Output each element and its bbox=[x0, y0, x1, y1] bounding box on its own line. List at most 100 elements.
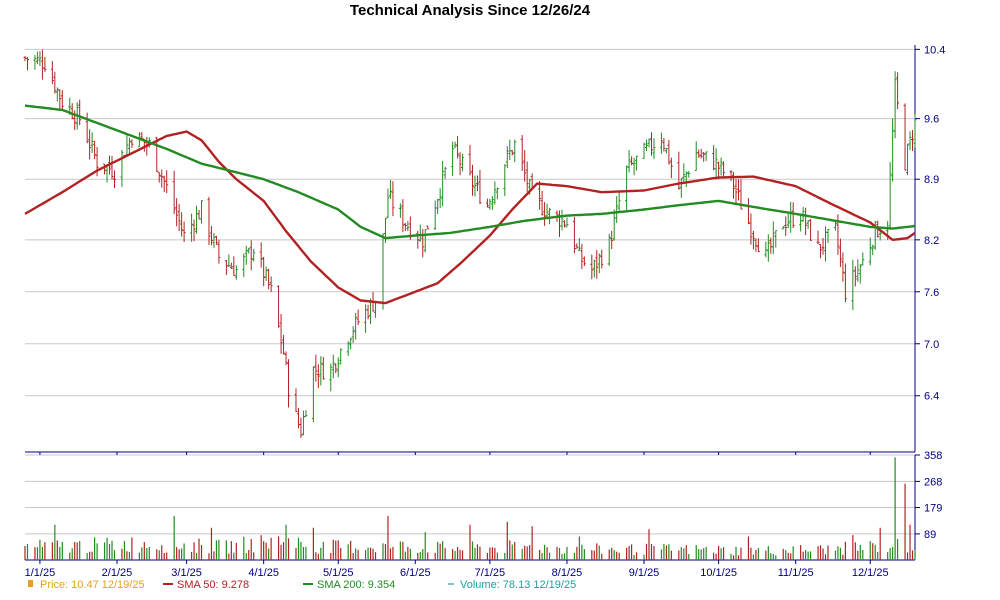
price-tick-label: 6.4 bbox=[924, 391, 939, 403]
price-bar bbox=[165, 170, 169, 194]
price-bar bbox=[600, 249, 604, 269]
grid-layer bbox=[25, 48, 915, 535]
price-bar bbox=[252, 248, 256, 262]
price-bar bbox=[652, 138, 656, 159]
price-bar bbox=[299, 417, 303, 438]
price-bar bbox=[453, 141, 457, 149]
price-bar bbox=[232, 256, 236, 276]
price-bar bbox=[157, 172, 161, 183]
price-bar bbox=[244, 245, 248, 265]
price-bar bbox=[234, 265, 238, 280]
price-tick-label: 8.2 bbox=[924, 235, 939, 247]
price-bar bbox=[841, 252, 845, 282]
price-bar bbox=[906, 143, 910, 176]
price-bar bbox=[53, 71, 57, 94]
price-bar bbox=[321, 356, 325, 380]
volume-bars bbox=[24, 457, 916, 560]
price-bar bbox=[214, 235, 218, 245]
legend-item: Volume: 78.13 12/19/25 bbox=[448, 579, 576, 591]
price-bar bbox=[699, 148, 703, 159]
price-bar bbox=[403, 223, 407, 231]
price-bar bbox=[545, 203, 549, 218]
price-bar bbox=[769, 237, 773, 254]
price-bar bbox=[155, 136, 159, 173]
price-bar bbox=[242, 253, 246, 278]
price-bar bbox=[702, 152, 706, 162]
price-bar bbox=[662, 138, 666, 152]
price-bar bbox=[175, 198, 179, 227]
price-bar bbox=[572, 217, 576, 254]
price-bar bbox=[799, 214, 803, 232]
price-bar bbox=[60, 90, 64, 110]
price-bar bbox=[301, 410, 305, 436]
price-bar bbox=[858, 264, 862, 284]
price-bar bbox=[23, 56, 27, 62]
price-bar bbox=[55, 87, 59, 102]
legend-item: SMA 200: 9.354 bbox=[303, 579, 395, 591]
price-bar bbox=[786, 213, 790, 229]
price-bar bbox=[649, 132, 653, 156]
price-bar bbox=[70, 103, 74, 120]
price-bar bbox=[520, 135, 524, 171]
volume-tick-label: 89 bbox=[924, 529, 936, 541]
price-bar bbox=[682, 163, 686, 182]
price-bar bbox=[249, 240, 253, 271]
price-bar bbox=[734, 179, 738, 204]
price-bar bbox=[88, 129, 92, 160]
price-bar bbox=[490, 196, 494, 210]
price-bar bbox=[771, 221, 775, 255]
price-bar bbox=[565, 217, 569, 228]
price-bar bbox=[913, 113, 917, 148]
price-bar bbox=[25, 57, 29, 71]
price-bar bbox=[458, 152, 462, 176]
price-bar bbox=[209, 225, 213, 246]
price-bar bbox=[597, 253, 601, 274]
price-bar bbox=[560, 209, 564, 231]
price-bar bbox=[908, 131, 912, 151]
price-bar bbox=[821, 237, 825, 255]
price-bar bbox=[612, 209, 616, 241]
chart-title: Technical Analysis Since 12/26/24 bbox=[349, 2, 591, 19]
price-bar bbox=[366, 304, 370, 320]
price-bar bbox=[346, 341, 350, 356]
price-bar bbox=[592, 259, 596, 278]
x-tick-label: 12/1/25 bbox=[852, 567, 889, 579]
price-bar bbox=[833, 221, 837, 231]
price-bar bbox=[495, 187, 499, 200]
price-tick-label: 7.0 bbox=[924, 339, 939, 351]
price-bar bbox=[349, 337, 353, 350]
price-tick-label: 8.9 bbox=[924, 174, 939, 186]
price-bar bbox=[162, 175, 166, 193]
price-bar bbox=[259, 242, 263, 268]
price-bar bbox=[548, 207, 552, 225]
price-bar bbox=[277, 285, 281, 328]
price-bar bbox=[712, 145, 716, 171]
price-bar bbox=[279, 314, 283, 354]
price-bar bbox=[722, 161, 726, 178]
price-bar bbox=[461, 153, 465, 172]
price-bar bbox=[398, 203, 402, 218]
price-bar bbox=[38, 51, 42, 66]
price-bar bbox=[625, 165, 629, 211]
price-bar bbox=[229, 262, 233, 269]
price-bar bbox=[766, 234, 770, 262]
price-bar bbox=[264, 266, 268, 281]
x-tick-label: 8/1/25 bbox=[552, 567, 583, 579]
price-bar bbox=[582, 256, 586, 266]
price-bar bbox=[816, 230, 820, 245]
price-bar bbox=[838, 238, 842, 268]
price-bar bbox=[851, 259, 855, 311]
legend-label: Price: 10.47 12/19/25 bbox=[40, 579, 145, 591]
price-bar bbox=[112, 170, 116, 189]
price-bar bbox=[868, 237, 872, 266]
price-bar bbox=[607, 233, 611, 266]
price-bar bbox=[630, 156, 634, 166]
price-bar bbox=[617, 190, 621, 212]
price-bar bbox=[764, 241, 768, 258]
price-bar bbox=[610, 230, 614, 250]
price-bar bbox=[871, 244, 875, 256]
price-bar bbox=[190, 213, 194, 242]
x-tick-label: 6/1/25 bbox=[400, 567, 431, 579]
price-bar bbox=[523, 150, 527, 182]
price-bar bbox=[331, 354, 335, 379]
